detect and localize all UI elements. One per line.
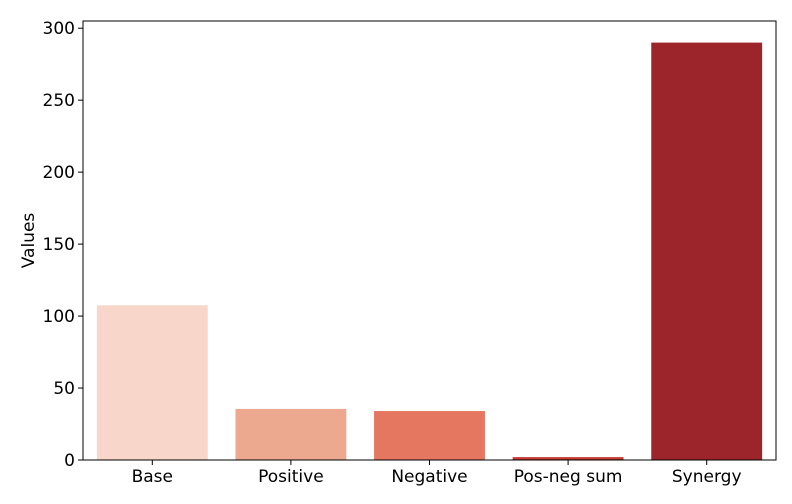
bars-group [96, 42, 763, 461]
y-tick-label: 200 [43, 163, 75, 183]
x-tick-label: Synergy [672, 467, 742, 487]
x-tick-label: Base [132, 467, 173, 487]
y-tick-label: 0 [64, 451, 75, 471]
y-tick-label: 300 [43, 19, 75, 39]
x-tick-label: Negative [391, 467, 467, 487]
y-tick-label: 100 [43, 307, 75, 327]
bar-positive [235, 408, 347, 460]
bar-pos-neg-sum [512, 457, 624, 460]
y-tick-label: 50 [53, 379, 75, 399]
bar-negative [374, 411, 485, 460]
y-axis: 0 50 100 150 200 250 300 [43, 19, 83, 471]
x-axis: Base Positive Negative Pos-neg sum Synergy [132, 460, 742, 487]
y-axis-label: Values [19, 213, 39, 269]
plot-frame [82, 20, 777, 461]
x-tick-label: Pos-neg sum [514, 467, 623, 487]
y-tick-label: 150 [43, 235, 75, 255]
y-tick-label: 250 [43, 91, 75, 111]
bar-synergy [651, 42, 763, 461]
x-tick-label: Positive [258, 467, 324, 487]
bar-base [96, 305, 208, 460]
